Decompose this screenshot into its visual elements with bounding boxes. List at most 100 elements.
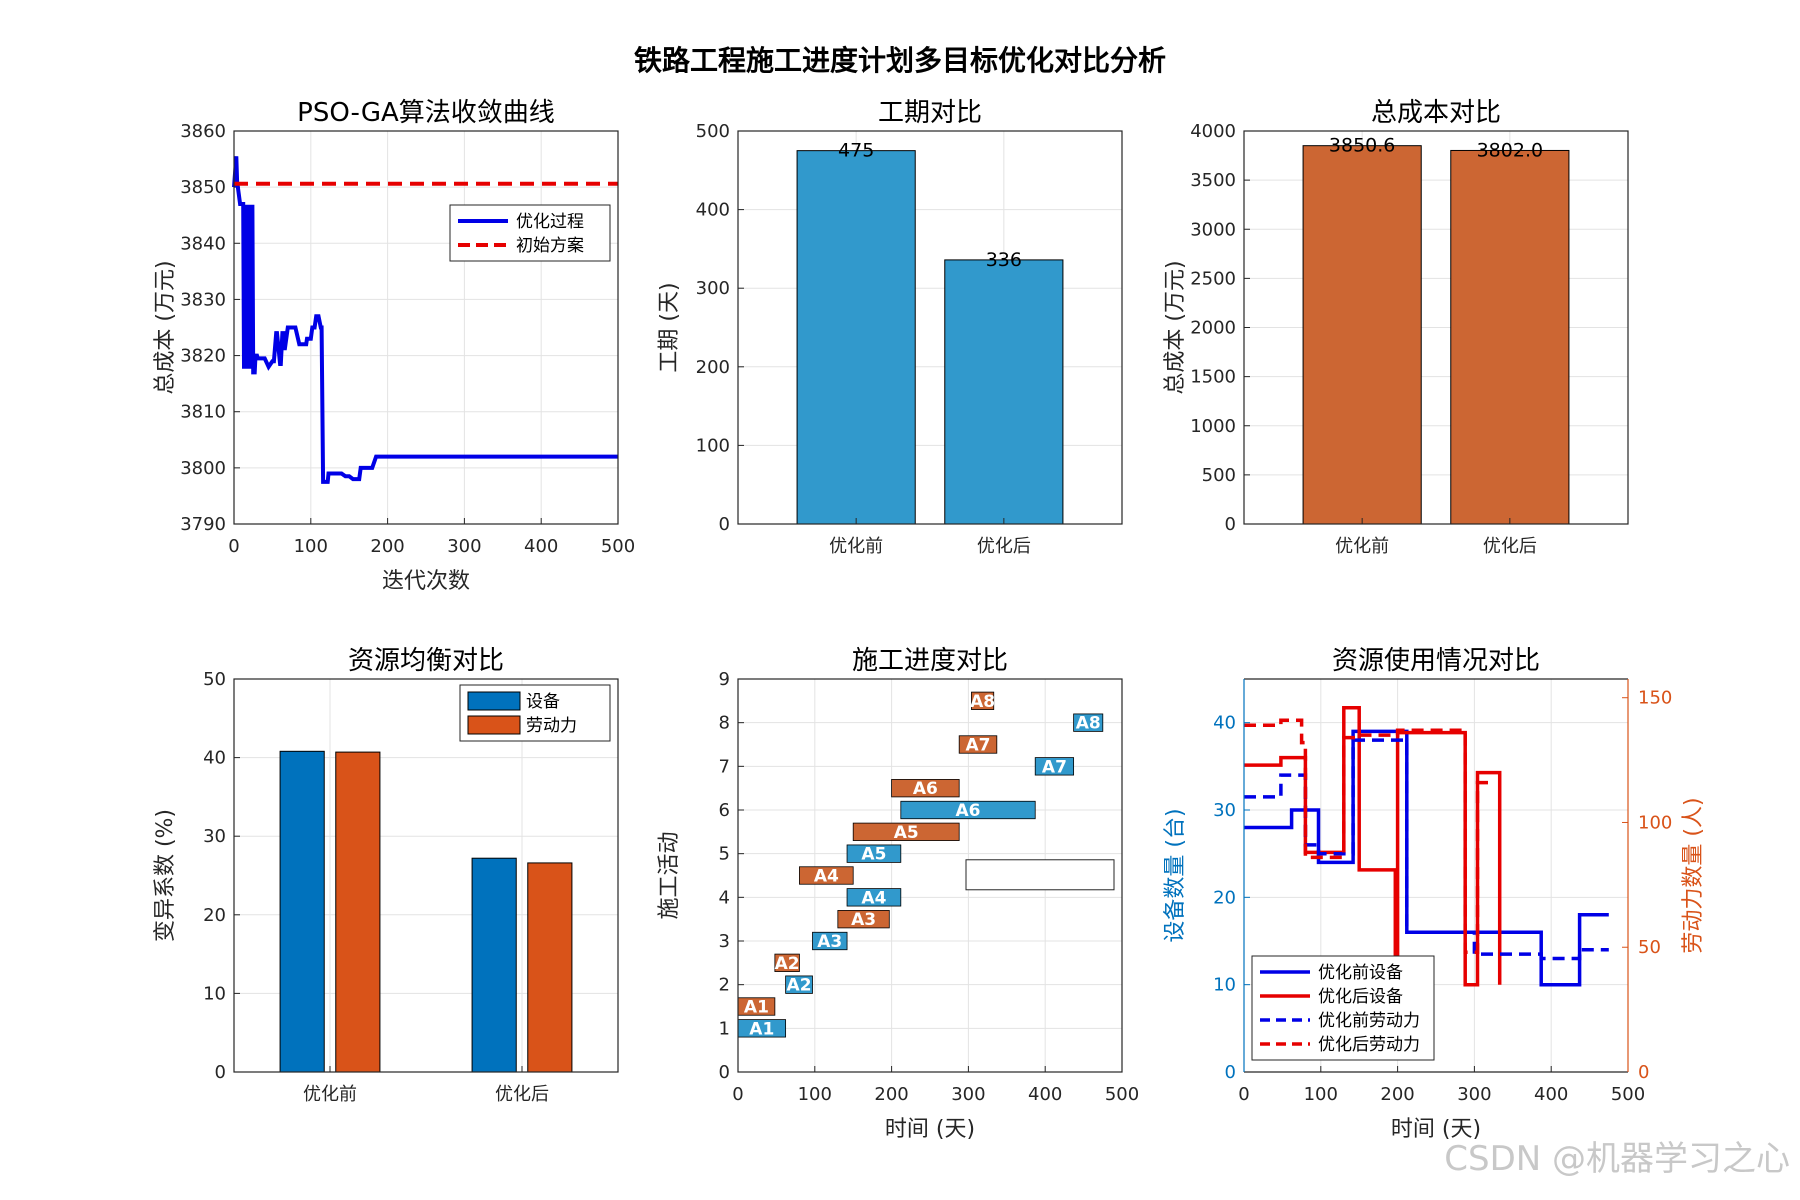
y-tick-label: 2 [719, 975, 730, 996]
y-tick-label: 3500 [1190, 170, 1236, 191]
gantt-bar-label: A5 [894, 823, 919, 843]
y-tick-label: 0 [215, 1062, 226, 1083]
gantt-bar-优化前-A5 [846, 844, 902, 863]
y-tick-label: 10 [203, 983, 226, 1004]
gantt-bar-label: A3 [817, 932, 842, 952]
gantt-bar-优化后-A5 [852, 822, 960, 841]
x-axis-label: 时间 (天) [1391, 1117, 1481, 1142]
gantt-bar-label: A4 [814, 867, 839, 887]
y-tick-label: 0 [1225, 1062, 1236, 1083]
gantt-bar-label: A5 [861, 845, 886, 865]
y-tick-label: 6 [719, 800, 730, 821]
plot-title: 施工进度对比 [852, 646, 1008, 676]
gantt-bar-label: A8 [970, 692, 995, 712]
legend-entry-label: 优化前设备 [1318, 963, 1403, 983]
y-tick-label: 3 [719, 931, 730, 952]
x-tick-label: 优化前 [1335, 536, 1389, 557]
gantt-bar-label: A1 [744, 998, 769, 1018]
y-tick-label-right: 100 [1638, 812, 1672, 833]
series-line-优化前劳动力 [1244, 738, 1609, 961]
bar-data-label: 3802.0 [1477, 139, 1543, 161]
y-axis-label: 施工活动 [657, 831, 682, 919]
plot-area [738, 131, 1122, 524]
legend-box-empty [965, 859, 1115, 891]
y-tick-label: 3790 [180, 514, 226, 535]
gantt-bar-label: A3 [851, 910, 876, 930]
legend-swatch [467, 691, 521, 711]
y-tick-label: 3800 [180, 458, 226, 479]
y-tick-label: 3810 [180, 402, 226, 423]
y-tick-label: 5 [719, 844, 730, 865]
legend-entry-label: 劳动力 [526, 716, 577, 736]
y-axis-label-right: 劳动力数量 (人) [1681, 797, 1706, 953]
legend-entry-label: 优化后劳动力 [1318, 1035, 1420, 1055]
gantt-bar-label: A1 [749, 1019, 774, 1039]
gantt-bar-label: A6 [956, 801, 981, 821]
axes-box [233, 678, 619, 1073]
y-tick-label: 3840 [180, 233, 226, 254]
y-axis-label: 总成本 (万元) [1163, 260, 1188, 394]
y-tick-label: 400 [696, 200, 730, 221]
axes-box [233, 130, 619, 525]
x-tick-label: 200 [370, 536, 404, 557]
y-tick-label-right: 150 [1638, 688, 1672, 709]
y-tick-label: 9 [719, 669, 730, 690]
gantt-bar-优化前-A7 [1034, 757, 1075, 776]
gantt-bar-label: A7 [1042, 757, 1067, 777]
bar-data-label: 3850.6 [1329, 135, 1395, 157]
x-tick-label: 500 [1611, 1084, 1645, 1105]
bar-设备-优化前 [279, 750, 325, 1073]
legend-swatch [467, 715, 521, 735]
y-tick-label: 40 [203, 748, 226, 769]
gantt-bar-优化前-A8 [1073, 713, 1104, 732]
y-tick-label: 7 [719, 756, 730, 777]
y-axis-label: 设备数量 (台) [1163, 808, 1188, 942]
y-tick-label: 2000 [1190, 318, 1236, 339]
axes-box [1243, 130, 1629, 525]
plot-title: 资源使用情况对比 [1332, 646, 1540, 676]
gantt-bar-优化后-A6 [891, 779, 960, 798]
x-tick-label: 400 [1028, 1084, 1062, 1105]
x-tick-label: 优化前 [829, 536, 883, 557]
bar-劳动力-优化前 [335, 751, 381, 1073]
y-tick-label: 0 [719, 1062, 730, 1083]
series-line-optimization [232, 156, 618, 484]
y-tick-label: 3860 [180, 121, 226, 142]
y-axis-label: 变异系数 (%) [153, 809, 178, 942]
gantt-bar-优化前-A6 [900, 800, 1036, 820]
watermark: CSDN @机器学习之心 [1444, 1139, 1790, 1179]
y-tick-label: 1 [719, 1018, 730, 1039]
axes-box [737, 130, 1123, 525]
y-tick-label: 4 [719, 887, 730, 908]
y-tick-label: 0 [719, 514, 730, 535]
y-axis-label: 总成本 (万元) [153, 260, 178, 394]
x-tick-label: 400 [524, 536, 558, 557]
y-tick-label: 1500 [1190, 367, 1236, 388]
gantt-bar-label: A2 [787, 976, 812, 996]
x-tick-label: 200 [874, 1084, 908, 1105]
plot-title: 工期对比 [878, 98, 982, 128]
gantt-bar-优化前-A4 [846, 888, 902, 907]
bar-优化后 [1450, 149, 1570, 525]
gantt-bar-优化后-A3 [837, 910, 890, 929]
chart-resources: 0 100 200 300 400 500010203040050100150资源使用情况… [1163, 646, 1706, 1142]
plot-title: 资源均衡对比 [348, 646, 504, 676]
y-tick-label-right: 50 [1638, 937, 1661, 958]
x-tick-label: 100 [798, 1084, 832, 1105]
gantt-bar-优化前-A3 [812, 931, 848, 951]
chart-cost: 0 500 1000 1500 2000 2500 3000 3500 4000 3850.6 优化… [1163, 98, 1629, 557]
x-tick-label: 0 [228, 536, 239, 557]
gantt-bar-优化后-A7 [958, 735, 998, 754]
x-tick-label: 300 [951, 1084, 985, 1105]
y-tick-label-right: 0 [1638, 1062, 1649, 1083]
y-tick-label: 3820 [180, 346, 226, 367]
y-tick-label: 500 [1202, 465, 1236, 486]
gantt-bar-label: A4 [861, 888, 886, 908]
x-tick-label: 优化前 [303, 1084, 357, 1105]
figure-title: 铁路工程施工进度计划多目标优化对比分析 [634, 44, 1166, 77]
x-tick-label: 优化后 [1483, 536, 1537, 557]
bar-优化后 [944, 259, 1064, 525]
